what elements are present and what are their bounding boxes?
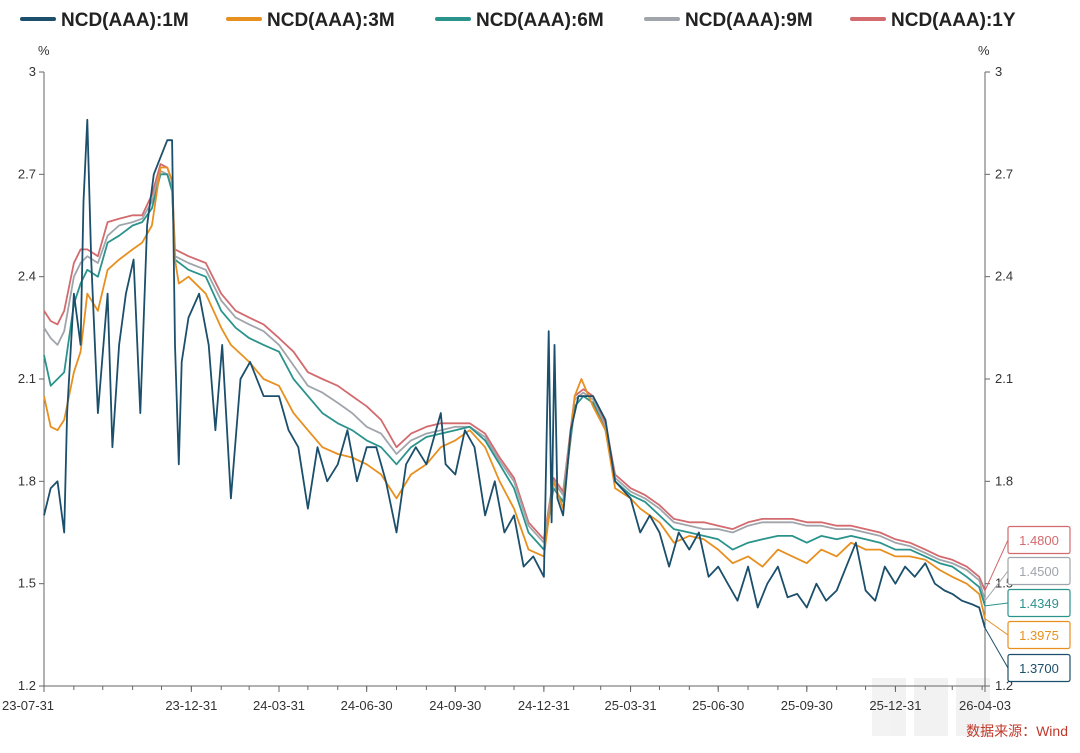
y-tick-label-right: 2.1: [995, 371, 1013, 386]
end-value-label: 1.3975: [1019, 628, 1059, 643]
y-tick-label-left: 2.4: [18, 269, 36, 284]
y-tick-label-right: 1.8: [995, 473, 1013, 488]
x-tick-label: 23-07-31: [2, 698, 54, 713]
legend: NCD(AAA):1M NCD(AAA):3M NCD(AAA):6M NCD(AAA…: [20, 10, 1016, 31]
end-value-label: 1.3700: [1019, 661, 1059, 676]
y-tick-label-left: 1.2: [18, 678, 36, 693]
watermark-block: [914, 678, 948, 736]
end-label-box: [1007, 525, 1071, 555]
end-label-box: [1007, 588, 1071, 618]
x-tick-label: 24-03-31: [253, 698, 305, 713]
x-tick-label: 25-09-30: [781, 698, 833, 713]
end-value-label: 1.4349: [1019, 596, 1059, 611]
end-label-box: [1007, 653, 1071, 683]
x-tick-label: 25-06-30: [692, 698, 744, 713]
watermark-block: [956, 678, 990, 736]
end-label-leader: [984, 627, 1009, 669]
series-line: [43, 170, 986, 601]
x-tick-label: 24-12-31: [518, 698, 570, 713]
right-axis-unit: %: [978, 43, 990, 58]
end-label-box: [1007, 620, 1071, 650]
x-tick-label: 24-06-30: [341, 698, 393, 713]
legend-label: NCD(AAA):3M: [267, 10, 395, 31]
y-tick-label-left: 1.8: [18, 473, 36, 488]
legend-label: NCD(AAA):6M: [476, 10, 604, 31]
legend-label: NCD(AAA):1M: [61, 10, 189, 31]
x-tick-label: 25-12-31: [869, 698, 921, 713]
watermark-block: [872, 678, 906, 736]
series-line: [43, 118, 986, 629]
series-line: [43, 166, 986, 619]
series-line: [43, 163, 986, 591]
x-tick-label: 24-09-30: [429, 698, 481, 713]
axes: 1.2 1.21.5 1.51.8 1.82.1 2.12.4 2.42.7 2.73 323…: [2, 64, 1013, 713]
legend-label: NCD(AAA):1Y: [891, 10, 1016, 31]
y-tick-label-left: 1.5: [18, 576, 36, 591]
end-label-leader: [984, 539, 1009, 591]
end-value-label: 1.4500: [1019, 564, 1059, 579]
source-note: 数据来源：Wind: [966, 723, 1068, 739]
end-labels: 1.4800 1.4500 1.4349 1.3975 1.3700: [984, 525, 1071, 683]
x-tick-label: 26-04-03: [959, 698, 1011, 713]
x-tick-label: 25-03-31: [605, 698, 657, 713]
y-tick-label-right: 2.4: [995, 269, 1013, 284]
end-label-leader: [984, 570, 1009, 602]
y-tick-label-left: 3: [29, 64, 36, 79]
end-label-leader: [984, 602, 1009, 607]
y-tick-label-left: 2.1: [18, 371, 36, 386]
y-tick-label-right: 2.7: [995, 166, 1013, 181]
x-tick-label: 23-12-31: [165, 698, 217, 713]
series-layer: [43, 118, 986, 629]
end-label-leader: [984, 618, 1009, 636]
y-tick-label-left: 2.7: [18, 166, 36, 181]
left-axis-unit: %: [38, 43, 50, 58]
watermark-decoration: [872, 678, 990, 736]
end-label-box: [1007, 556, 1071, 586]
end-value-label: 1.4800: [1019, 533, 1059, 548]
series-line: [43, 173, 986, 607]
y-tick-label-right: 3: [995, 64, 1002, 79]
legend-label: NCD(AAA):9M: [685, 10, 813, 31]
